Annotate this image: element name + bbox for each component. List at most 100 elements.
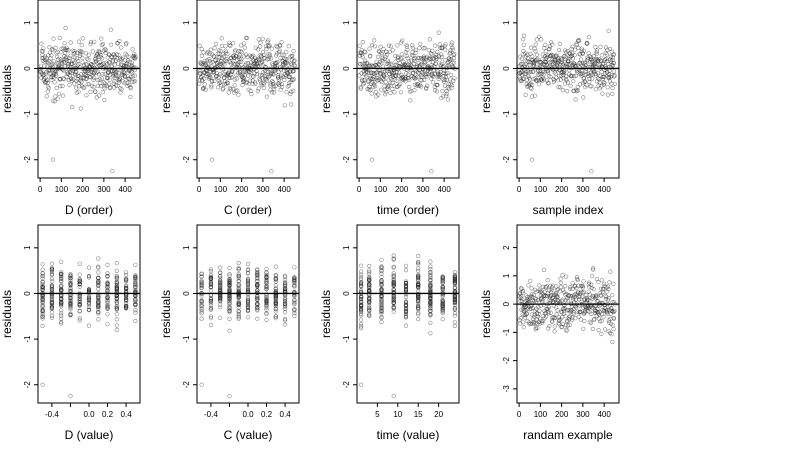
y-tick-label: -2 (23, 381, 32, 389)
data-point (563, 284, 568, 289)
data-point (227, 280, 232, 286)
data-point (566, 56, 571, 62)
data-point (259, 73, 265, 78)
data-point (436, 30, 441, 35)
data-point (94, 95, 99, 100)
data-point (279, 75, 284, 80)
data-point (283, 318, 288, 323)
data-point (383, 89, 389, 95)
data-point (50, 61, 55, 66)
data-point (559, 324, 565, 330)
data-point (587, 319, 593, 324)
data-point (86, 275, 92, 280)
data-point (61, 46, 66, 51)
data-point (114, 275, 119, 281)
data-point (524, 77, 529, 82)
data-point (227, 69, 232, 74)
data-point (363, 50, 368, 55)
data-point (588, 320, 594, 325)
data-point (553, 53, 559, 58)
data-point (399, 52, 404, 57)
data-point (70, 77, 76, 82)
data-point (428, 320, 433, 325)
data-point (247, 81, 252, 86)
data-point (584, 58, 590, 63)
data-point (416, 262, 421, 267)
data-point (405, 47, 410, 53)
data-point (254, 71, 259, 77)
data-point (220, 43, 225, 49)
data-point (61, 76, 67, 82)
data-point (96, 295, 101, 301)
data-point (76, 39, 82, 44)
data-point (391, 295, 396, 300)
data-point (591, 62, 597, 67)
data-point (428, 281, 433, 286)
data-point (379, 299, 384, 304)
data-point (560, 297, 565, 302)
data-point (218, 282, 223, 287)
data-point (448, 50, 453, 55)
data-point (563, 274, 569, 279)
data-point (364, 60, 369, 66)
data-point (403, 79, 408, 84)
x-tick-label: 5 (375, 410, 380, 419)
data-point (56, 91, 62, 96)
data-point (611, 316, 617, 321)
data-point (49, 53, 54, 58)
data-point (218, 302, 223, 307)
data-point (416, 273, 421, 278)
data-point (292, 313, 297, 319)
data-point (227, 85, 232, 90)
y-tick-label: -2 (502, 156, 511, 164)
y-tick-label: 0 (342, 291, 351, 296)
data-point (379, 257, 384, 262)
data-point (227, 328, 232, 333)
data-point (416, 281, 421, 286)
x-tick-label: 300 (576, 410, 590, 419)
data-point (227, 288, 232, 293)
data-point (610, 91, 615, 96)
data-point (521, 325, 526, 330)
data-point (96, 317, 101, 322)
data-point (590, 326, 596, 332)
data-point (371, 84, 376, 89)
data-point (390, 48, 395, 53)
data-point (580, 284, 586, 289)
data-point (289, 102, 294, 107)
data-point (410, 43, 415, 48)
data-point (570, 281, 575, 286)
data-point (292, 63, 297, 68)
data-point (378, 72, 383, 77)
data-point (260, 49, 266, 55)
data-point (391, 394, 396, 399)
data-point (215, 63, 220, 68)
data-point (384, 75, 389, 80)
data-point (68, 295, 73, 301)
data-point (416, 295, 421, 300)
residual-plot-panel: -0.4 0.0 0.2 0.4 -2 -1 0 1 C (value) residuals (159, 224, 300, 442)
data-point (576, 37, 581, 43)
data-point (452, 277, 458, 282)
data-point (611, 52, 616, 58)
data-point (581, 95, 586, 100)
y-tick-label: -2 (342, 381, 351, 389)
data-point (95, 83, 100, 89)
data-point (201, 86, 206, 91)
data-point (199, 300, 204, 305)
data-point (609, 73, 614, 78)
data-point (111, 52, 116, 57)
data-point (238, 43, 244, 48)
data-point (452, 307, 458, 312)
data-point (404, 53, 409, 59)
data-point (235, 88, 240, 93)
data-point (292, 299, 297, 304)
data-point (216, 75, 221, 80)
data-point (133, 310, 138, 315)
x-tick-label: 200 (235, 185, 249, 194)
x-tick-label: -0.4 (204, 410, 218, 419)
data-point (422, 61, 427, 66)
data-point (255, 316, 260, 321)
data-point (51, 36, 56, 41)
data-point (114, 286, 119, 291)
